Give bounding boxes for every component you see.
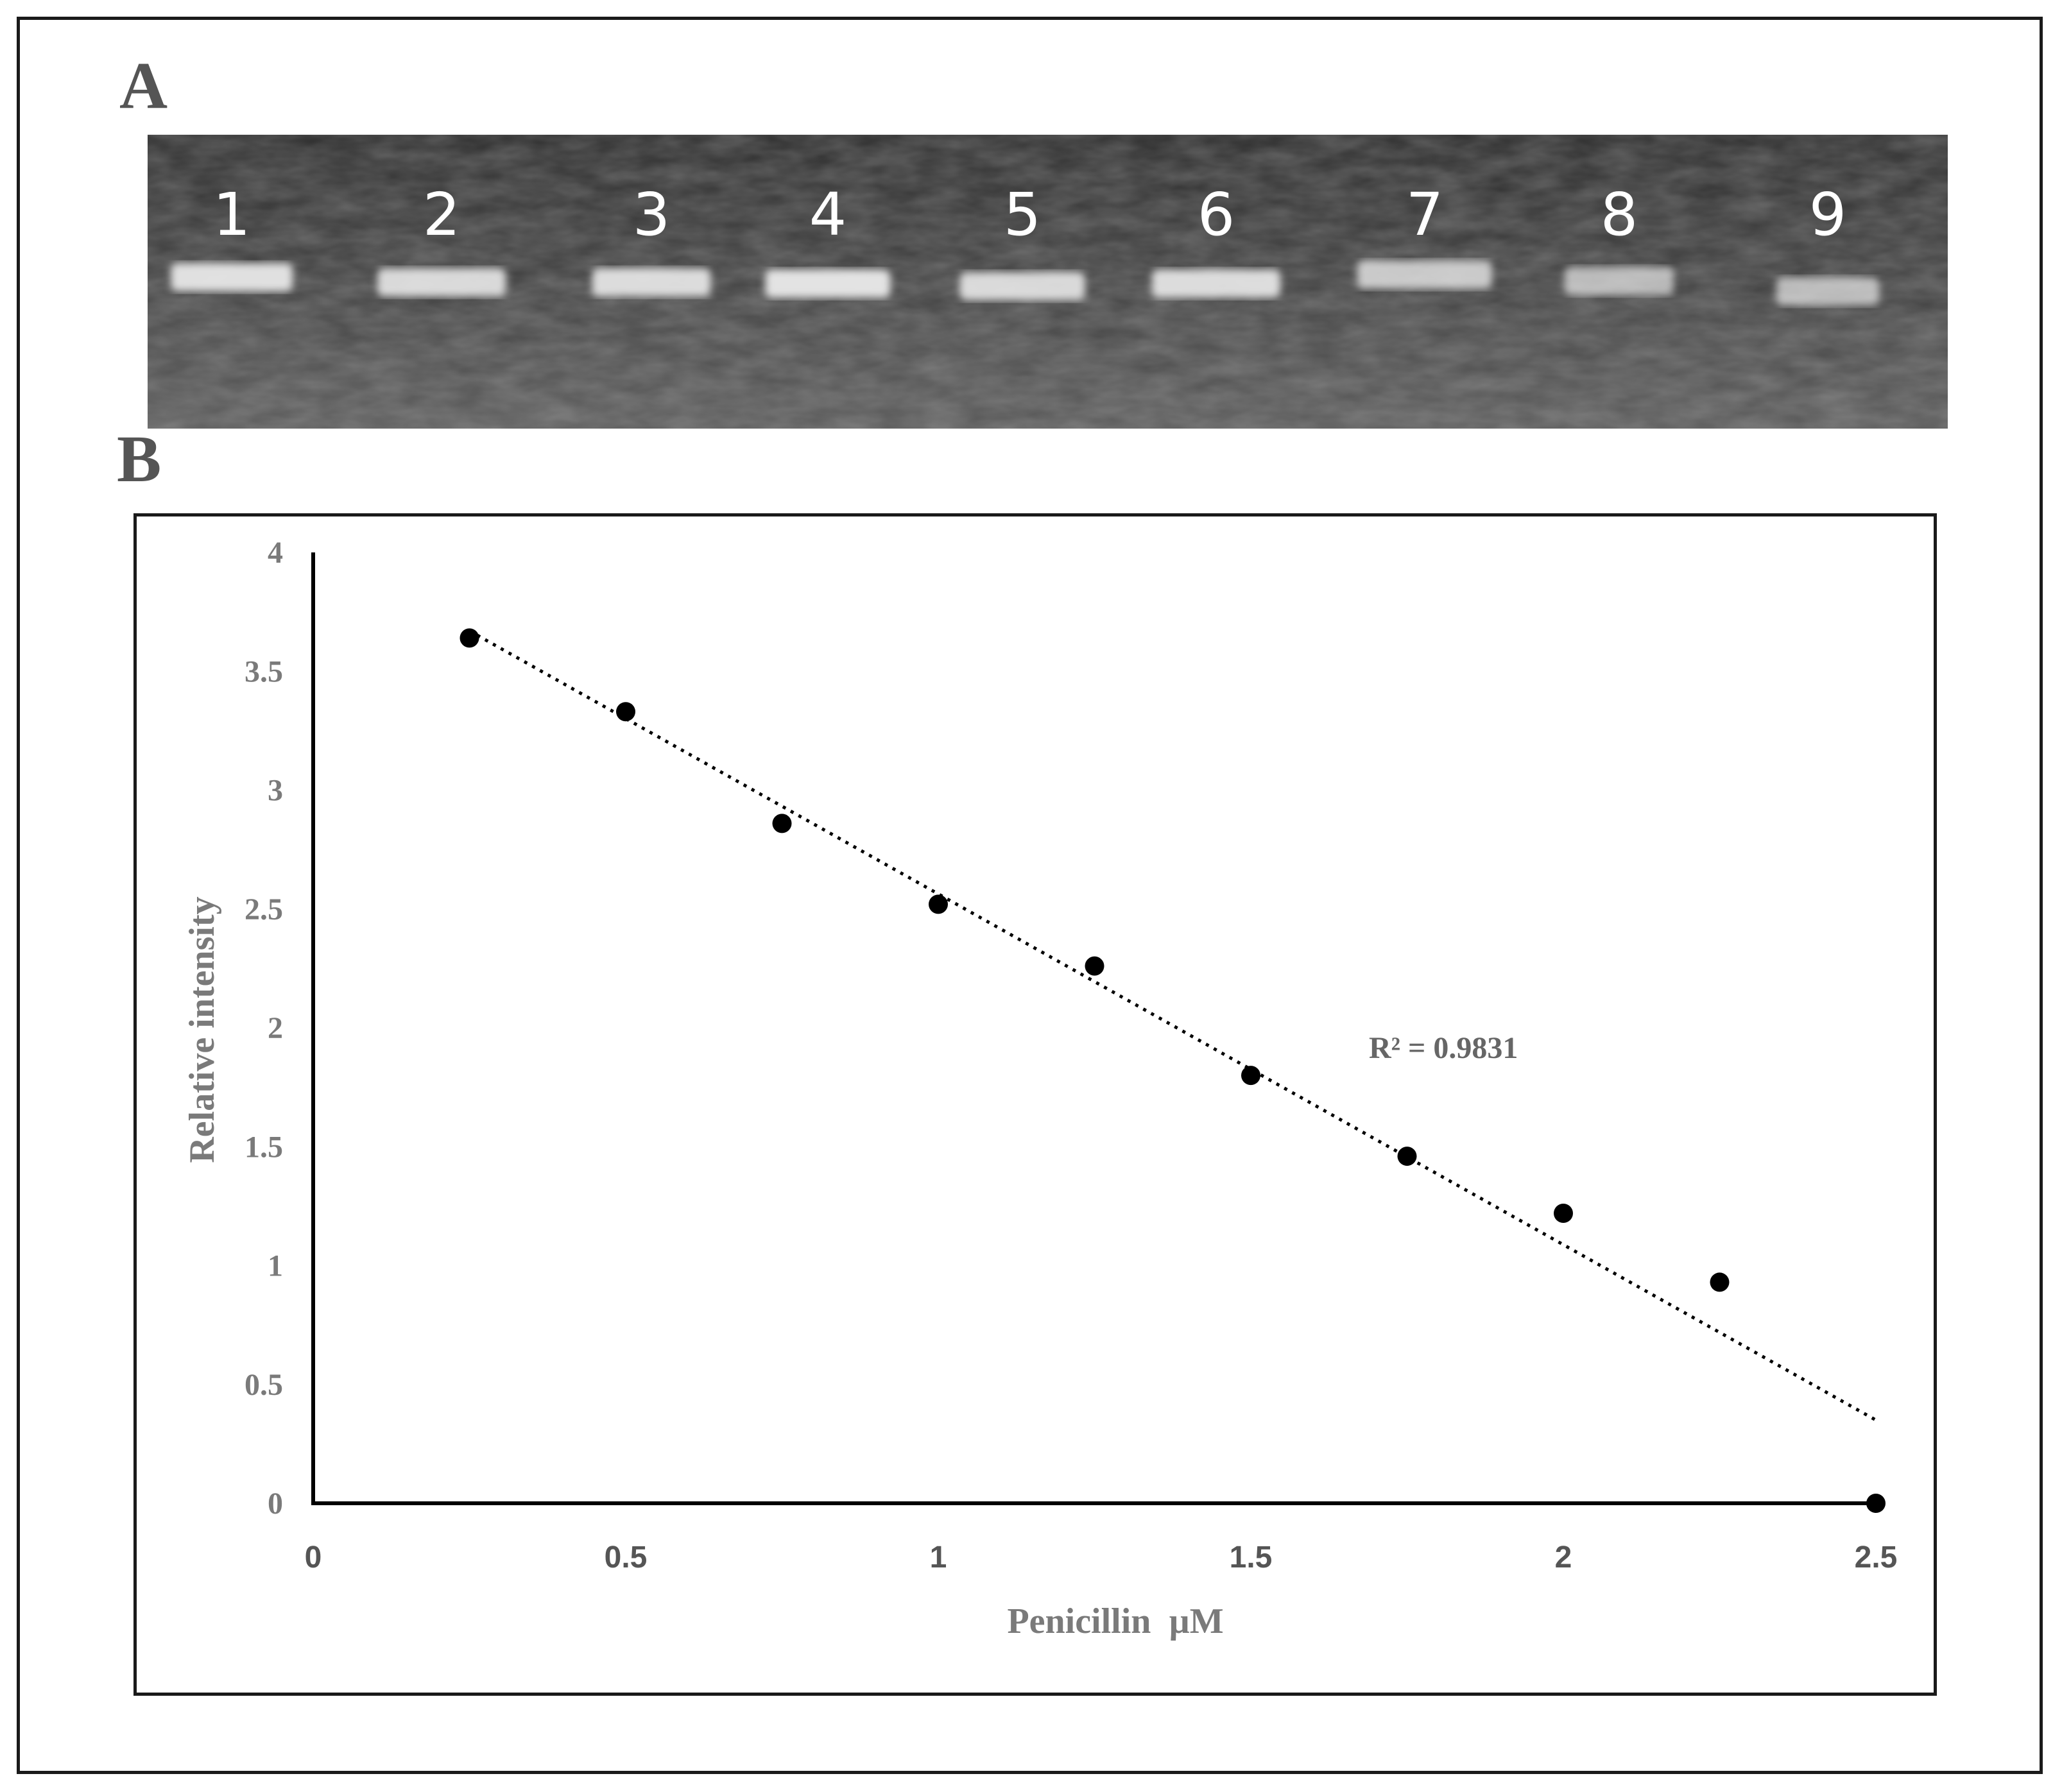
y-tick-label: 1.5 [245, 1130, 283, 1164]
data-point [460, 628, 479, 648]
chart-frame: 0 0.5 1 1.5 2 2.5 3 3.5 4 0 0.5 1 1.5 2 2.5 R² = 0.98… [133, 513, 1937, 1696]
y-tick-label: 0.5 [245, 1368, 283, 1402]
x-tick-label: 2 [1555, 1540, 1572, 1574]
y-tick-label: 3.5 [245, 654, 283, 688]
gel-band [1152, 269, 1280, 298]
lane-number: 2 [423, 180, 461, 249]
gel-lane: 6 [1152, 180, 1280, 298]
y-tick-label: 2.5 [245, 892, 283, 926]
lane-number: 1 [213, 180, 251, 249]
gel-band [1776, 277, 1879, 305]
gel-lane: 8 [1565, 180, 1674, 295]
scatter-chart: 0 0.5 1 1.5 2 2.5 3 3.5 4 0 0.5 1 1.5 2 2.5 R² = 0.98… [182, 536, 1898, 1641]
data-point [1710, 1272, 1730, 1292]
gel-lane: 3 [592, 180, 711, 296]
data-point [1397, 1147, 1417, 1166]
gel-band [592, 268, 711, 296]
gel-lane: 9 [1776, 180, 1879, 305]
r-squared-annotation: R² = 0.9831 [1369, 1031, 1518, 1065]
gel-lane: 4 [765, 180, 891, 298]
gel-band [1565, 267, 1674, 295]
trendline [468, 629, 1877, 1422]
lane-number: 6 [1198, 180, 1235, 249]
lane-number: 4 [809, 180, 847, 249]
data-point [1241, 1066, 1260, 1086]
panel-a-label: A [119, 49, 168, 123]
lane-number: 8 [1601, 180, 1638, 249]
panel-b-label: B [117, 422, 162, 496]
y-tick-label: 0 [268, 1487, 283, 1521]
x-tick-label: 1 [930, 1540, 947, 1574]
gel-band [377, 268, 506, 296]
data-point [1554, 1203, 1573, 1223]
data-point [616, 702, 635, 722]
data-point [772, 814, 792, 833]
gel-band [1357, 260, 1492, 289]
lane-number: 7 [1406, 180, 1444, 249]
gel-lane: 7 [1357, 180, 1492, 289]
y-axis-title: Relative intensity [182, 896, 222, 1163]
gel-band [959, 272, 1085, 300]
lane-number: 3 [633, 180, 671, 249]
y-tick-label: 3 [268, 774, 283, 808]
gel-band [765, 269, 891, 298]
y-tick-label: 1 [268, 1249, 283, 1283]
gel-lane: 1 [171, 180, 293, 291]
data-point [1866, 1494, 1886, 1513]
x-tick-label: 0 [305, 1540, 322, 1574]
data-point [929, 894, 948, 914]
gel-image: 1 2 3 4 5 6 7 8 9 [148, 135, 1948, 429]
x-tick-label: 2.5 [1855, 1540, 1898, 1574]
x-tick-label: 0.5 [605, 1540, 648, 1574]
lane-number: 9 [1809, 180, 1847, 249]
y-tick-label: 2 [268, 1011, 283, 1045]
gel-lane: 5 [959, 180, 1085, 300]
gel-band [171, 263, 293, 291]
lane-number: 5 [1004, 180, 1042, 249]
gel-lane: 2 [377, 180, 506, 296]
x-tick-label: 1.5 [1230, 1540, 1273, 1574]
data-point [1085, 956, 1104, 976]
x-axis-title: Penicillin µM [1007, 1601, 1223, 1641]
y-tick-label: 4 [268, 536, 283, 570]
